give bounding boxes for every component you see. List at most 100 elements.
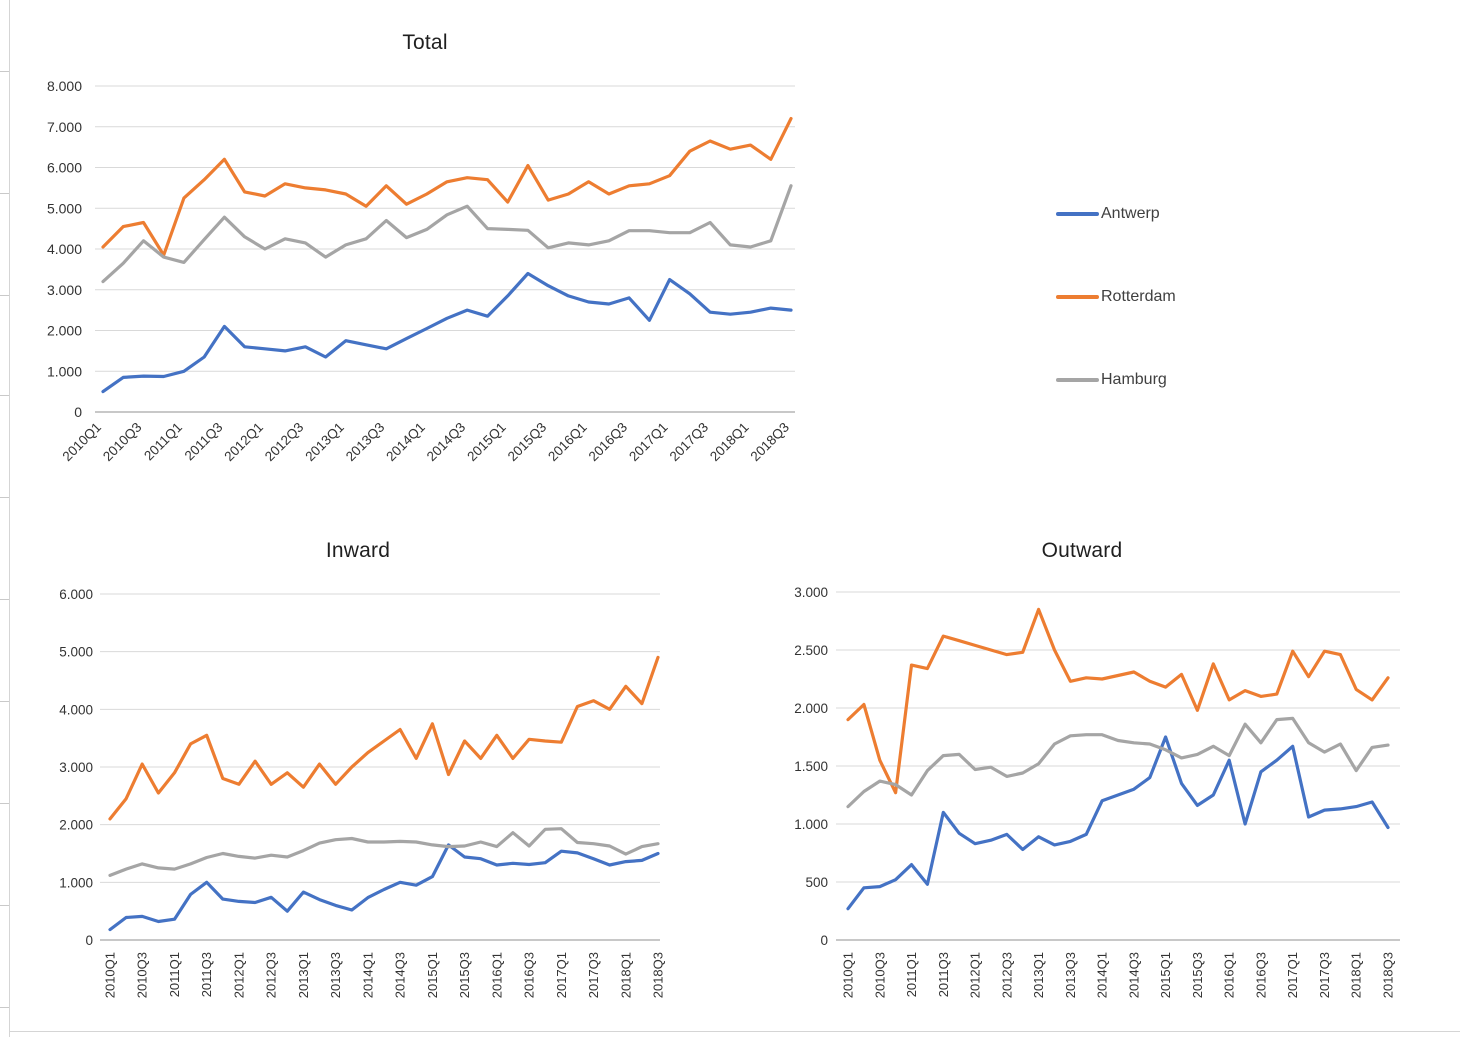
x-tick-label: 2011Q1: [167, 952, 182, 997]
x-tick-label: 2017Q3: [586, 952, 601, 998]
x-tick-label: 2011Q1: [904, 952, 919, 997]
inward-series-antwerp: [108, 843, 660, 932]
x-tick-label: 2015Q1: [425, 952, 440, 998]
x-tick-label: 2017Q3: [667, 420, 712, 465]
x-tick-label: 2011Q3: [182, 420, 226, 464]
inward-chart: 0 1.000 2.000 3.000 4.000 5.000 6.000 2010Q1 201…: [59, 587, 665, 998]
x-tick-label: 2014Q1: [383, 420, 428, 465]
x-tick-label: 2013Q1: [296, 952, 311, 998]
sheet-row-tick: [0, 905, 9, 906]
inward-chart-title: Inward: [325, 539, 391, 562]
legend-label: Antwerp: [1101, 205, 1160, 222]
x-tick-label: 2012Q1: [231, 952, 246, 998]
y-tick-label: 0: [74, 404, 82, 420]
inward-series-rotterdam: [108, 655, 660, 821]
y-tick-label: 5.000: [47, 200, 82, 216]
outward-series-antwerp: [846, 735, 1390, 911]
x-tick-label: 2018Q3: [1381, 952, 1396, 998]
sheet-edge-bottom-line: [9, 1031, 1460, 1032]
sheet-row-tick: [0, 71, 9, 72]
y-tick-label: 3.000: [794, 585, 828, 600]
x-tick-label: 2013Q3: [1063, 952, 1078, 998]
x-tick-label: 2015Q3: [505, 420, 550, 465]
x-tick-label: 2011Q3: [199, 952, 214, 997]
sheet-row-tick: [0, 803, 9, 804]
x-tick-label: 2017Q1: [554, 952, 569, 998]
x-tick-label: 2013Q3: [343, 420, 388, 465]
x-tick-label: 2014Q1: [1095, 952, 1110, 998]
x-tick-label: 2015Q3: [1190, 952, 1205, 998]
x-tick-label: 2010Q3: [872, 952, 887, 998]
sheet-row-tick: [0, 599, 9, 600]
rotterdam-line-swatch-icon: [1056, 295, 1099, 299]
y-tick-label: 1.000: [794, 817, 828, 832]
sheet-row-tick: [0, 1007, 9, 1008]
y-tick-label: 3.000: [47, 282, 82, 298]
x-tick-label: 2018Q1: [707, 420, 752, 465]
x-tick-label: 2010Q1: [841, 952, 856, 998]
x-tick-label: 2013Q1: [1031, 952, 1046, 998]
x-tick-label: 2016Q1: [1222, 952, 1237, 998]
sheet-row-tick: [0, 701, 9, 702]
x-tick-label: 2014Q1: [360, 952, 375, 998]
sheet-edge-vertical-line: [9, 0, 10, 1037]
x-tick-label: 2010Q1: [60, 420, 105, 465]
outward-series-rotterdam: [846, 607, 1390, 795]
y-tick-label: 6.000: [47, 160, 82, 176]
x-tick-label: 2014Q3: [424, 420, 469, 465]
y-tick-label: 6.000: [59, 587, 93, 602]
sheet-row-tick: [0, 295, 9, 296]
x-tick-label: 2014Q3: [393, 952, 408, 998]
legend-item-antwerp: Antwerp: [1056, 204, 1160, 224]
x-tick-label: 2016Q3: [1253, 952, 1268, 998]
legend-item-hamburg: Hamburg: [1056, 370, 1167, 390]
y-tick-label: 3.000: [59, 760, 93, 775]
x-tick-label: 2015Q1: [464, 420, 509, 465]
x-tick-label: 2018Q1: [618, 952, 633, 998]
x-tick-label: 2015Q1: [1158, 952, 1173, 998]
y-tick-label: 2.000: [794, 701, 828, 716]
x-tick-label: 2014Q3: [1126, 952, 1141, 998]
x-tick-label: 2011Q1: [141, 420, 185, 464]
y-tick-label: 1.000: [47, 363, 82, 379]
x-tick-label: 2018Q1: [1349, 952, 1364, 998]
x-tick-label: 2017Q1: [1285, 952, 1300, 998]
total-chart: 0 1.000 2.000 3.000 4.000 5.000 6.000 7.000 8.00…: [47, 78, 795, 464]
y-tick-label: 2.000: [59, 818, 93, 833]
y-tick-label: 1.000: [59, 875, 93, 890]
x-tick-label: 2012Q1: [221, 420, 266, 465]
y-tick-label: 1.500: [794, 759, 828, 774]
outward-chart-title: Outward: [1041, 539, 1123, 562]
x-tick-label: 2016Q1: [489, 952, 504, 998]
y-tick-label: 4.000: [59, 702, 93, 717]
x-tick-label: 2012Q3: [999, 952, 1014, 998]
legend-label: Hamburg: [1101, 371, 1167, 388]
x-tick-label: 2015Q3: [457, 952, 472, 998]
legend-item-rotterdam: Rotterdam: [1056, 287, 1176, 307]
antwerp-line-swatch-icon: [1056, 212, 1099, 216]
sheet-row-tick: [0, 395, 9, 396]
x-tick-label: 2017Q1: [626, 420, 671, 465]
legend-label: Rotterdam: [1101, 288, 1176, 305]
x-tick-label: 2016Q1: [545, 420, 590, 465]
x-tick-label: 2017Q3: [1317, 952, 1332, 998]
x-tick-label: 2016Q3: [522, 952, 537, 998]
y-tick-label: 2.500: [794, 643, 828, 658]
x-tick-label: 2011Q3: [936, 952, 951, 997]
y-tick-label: 0: [85, 933, 93, 948]
x-tick-label: 2010Q1: [103, 952, 118, 998]
outward-chart: 0 500 1.000 1.500 2.000 2.500 3.000 2010Q1 2010Q…: [794, 585, 1400, 998]
x-tick-label: 2012Q1: [968, 952, 983, 998]
total-chart-title: Total: [402, 31, 448, 54]
hamburg-line-swatch-icon: [1056, 378, 1099, 382]
x-tick-label: 2012Q3: [262, 420, 307, 465]
y-tick-label: 500: [805, 875, 828, 890]
x-tick-label: 2010Q3: [100, 420, 145, 465]
x-tick-label: 2016Q3: [586, 420, 631, 465]
inward-series-hamburg: [108, 827, 660, 878]
total-series-antwerp: [101, 271, 793, 394]
y-tick-label: 7.000: [47, 119, 82, 135]
outward-series-hamburg: [846, 716, 1390, 809]
